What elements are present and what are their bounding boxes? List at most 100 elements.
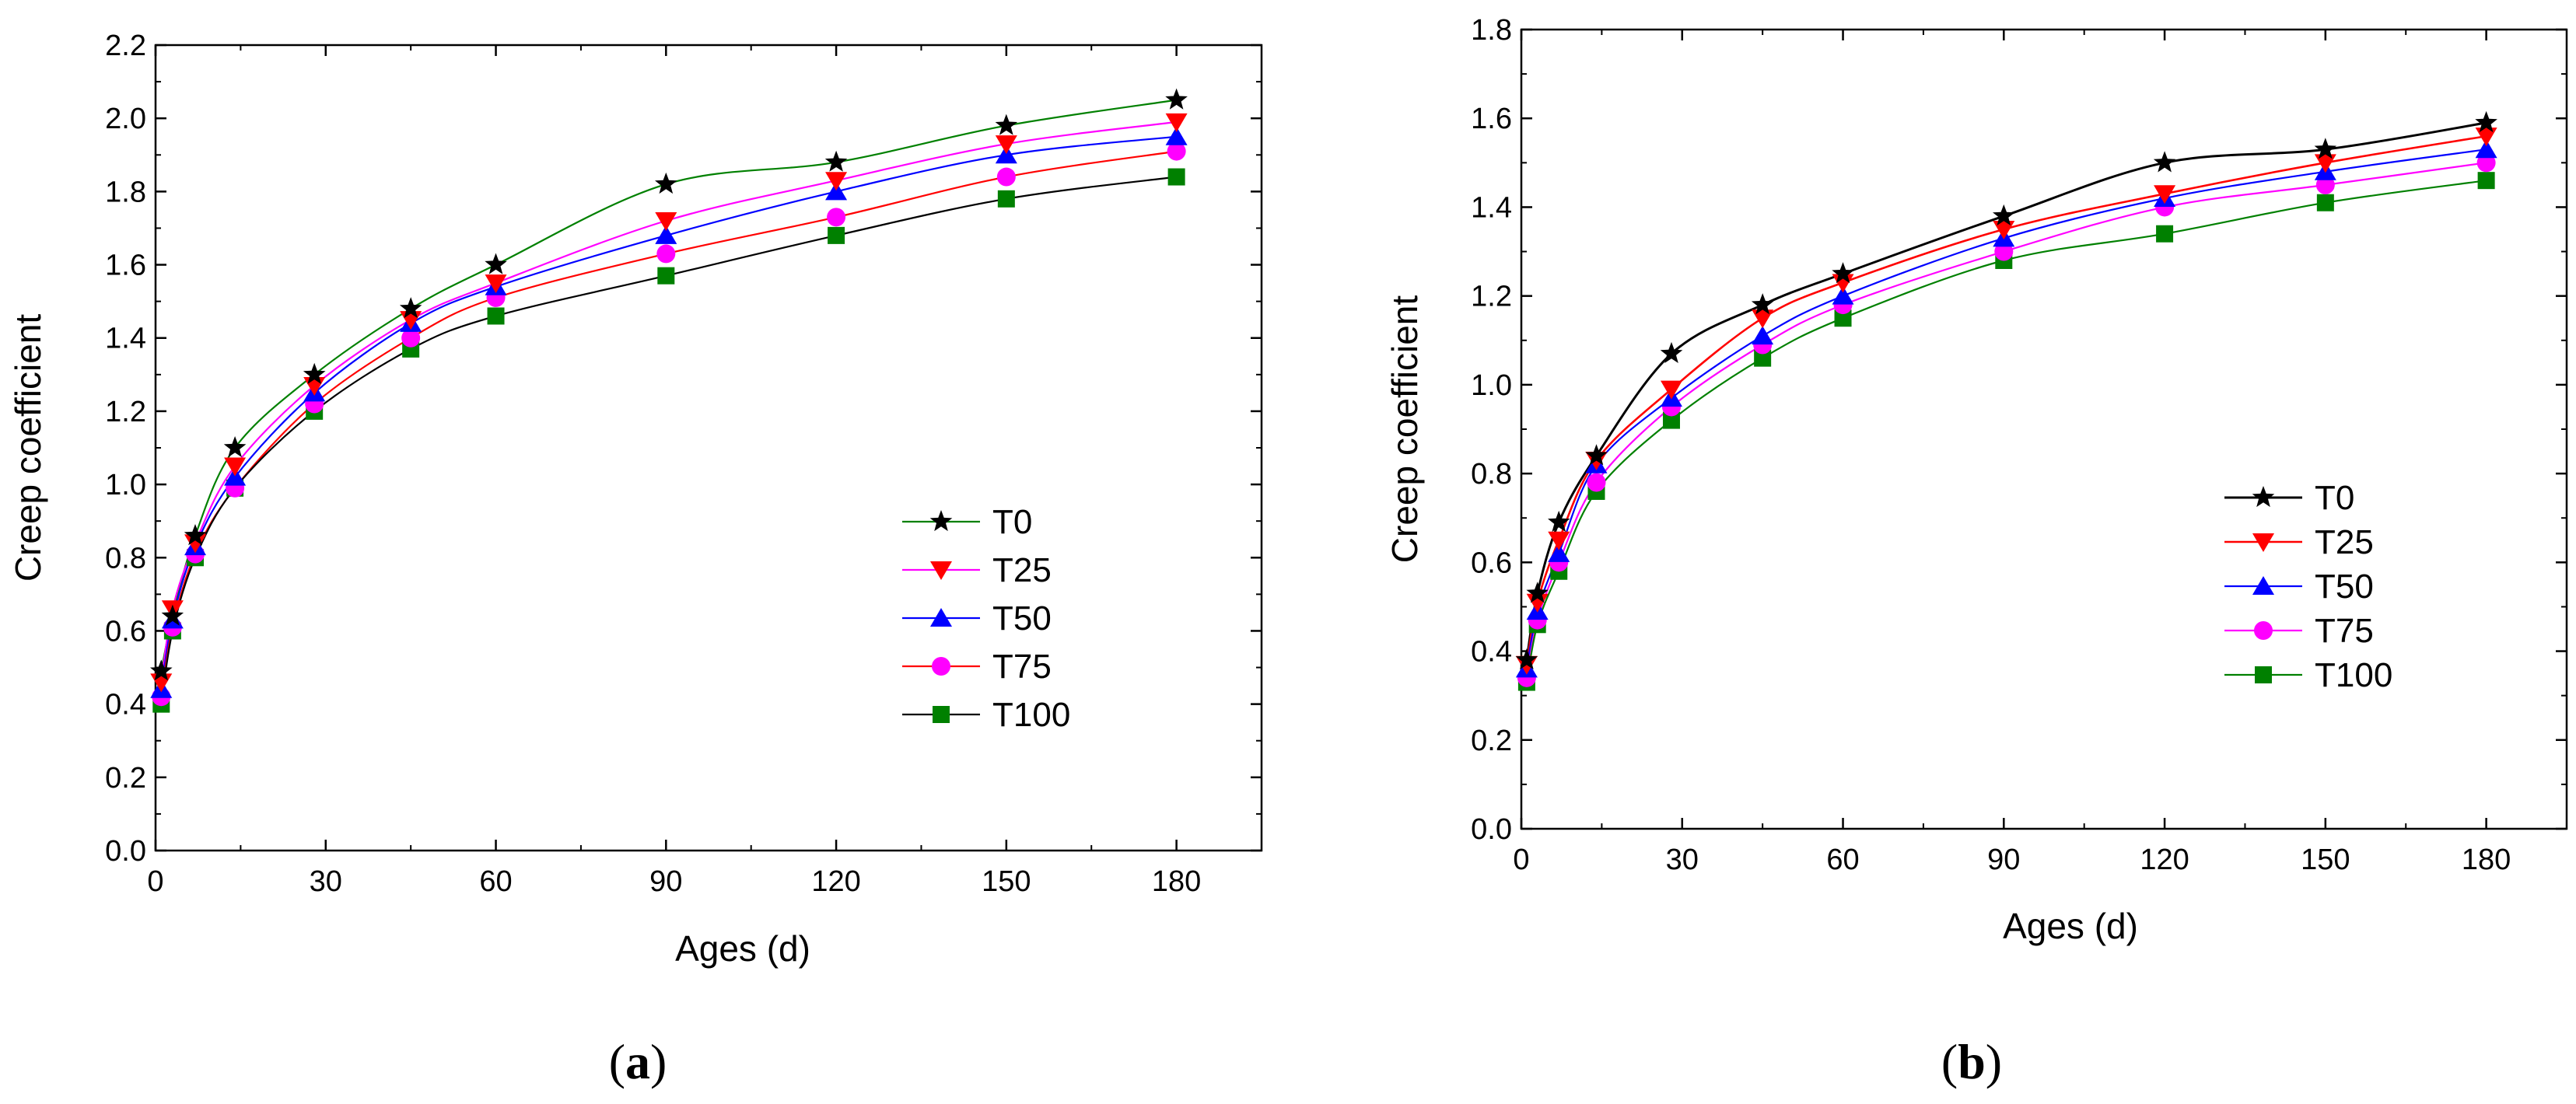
data-point-t50: [825, 181, 848, 201]
data-point-t0: [223, 436, 247, 458]
x-tick-label: 180: [1152, 865, 1201, 898]
y-tick-label: 0.8: [105, 542, 146, 575]
data-point-t0: [1751, 293, 1774, 315]
data-point-t25: [1752, 309, 1774, 329]
data-point-t100: [997, 190, 1015, 208]
y-tick-label: 2.0: [105, 103, 146, 135]
x-axis-title: Ages (d): [675, 928, 810, 969]
y-tick-label: 1.0: [105, 469, 146, 501]
legend-marker: [2252, 533, 2274, 552]
data-point-t50: [1165, 126, 1188, 145]
legend: T0 T25 T50 T75 T100: [2224, 479, 2392, 694]
y-tick-label: 1.2: [105, 396, 146, 428]
y-tick-label: 0.4: [1471, 636, 1512, 669]
caption-letter: b: [1958, 1034, 1986, 1089]
y-tick-label: 1.2: [1471, 281, 1512, 313]
data-point-t25: [1548, 531, 1570, 550]
data-point-t0: [485, 253, 507, 274]
data-point-t25: [995, 135, 1017, 155]
legend-label: T75: [992, 648, 1052, 686]
y-tick-label: 0.0: [105, 835, 146, 868]
series-line-t50: [1525, 148, 2487, 669]
x-tick-label: 60: [1826, 844, 1859, 876]
x-tick-label: 120: [2140, 844, 2189, 876]
y-tick-label: 0.6: [1471, 547, 1512, 579]
data-point-t100: [1662, 411, 1680, 429]
data-point-t50: [1752, 326, 1774, 345]
legend-marker: [929, 510, 953, 532]
data-point-t0: [995, 114, 1018, 135]
data-point-t25: [655, 212, 677, 232]
legend-label: T100: [2315, 656, 2392, 694]
data-point-t100: [1754, 349, 1772, 367]
x-tick-label: 0: [147, 865, 163, 898]
y-tick-label: 1.0: [1471, 369, 1512, 402]
data-point-t0: [2153, 151, 2176, 173]
y-tick-label: 0.0: [1471, 813, 1512, 846]
legend-marker: [2255, 666, 2272, 683]
data-point-t0: [303, 362, 326, 384]
data-point-t25: [2475, 128, 2497, 147]
x-tick-label: 150: [2301, 844, 2350, 876]
y-tick-label: 0.2: [105, 762, 146, 795]
data-point-t0: [1526, 582, 1549, 603]
y-tick-label: 1.6: [105, 250, 146, 282]
legend-label: T50: [2315, 568, 2374, 606]
data-point-t0: [1165, 88, 1188, 110]
data-point-t100: [2156, 225, 2174, 243]
plot-frame: [154, 44, 1263, 852]
data-point-t0: [184, 524, 207, 546]
data-point-t25: [1660, 380, 1682, 400]
data-point-t0: [1993, 204, 2015, 225]
data-point-t0: [2314, 138, 2337, 159]
legend-marker: [2252, 486, 2275, 508]
data-point-t75: [996, 167, 1016, 187]
legend-label: T100: [992, 696, 1070, 734]
data-point-t0: [150, 659, 173, 681]
caption-paren-close: ): [650, 1034, 667, 1089]
data-point-t100: [1834, 309, 1852, 327]
data-point-t0: [1585, 444, 1608, 466]
data-point-t100: [1167, 168, 1185, 186]
data-point-t0: [655, 172, 677, 194]
legend-label: T0: [2315, 479, 2354, 517]
caption-paren-close: ): [1986, 1034, 2002, 1089]
data-point-t100: [2316, 194, 2334, 211]
data-point-t0: [824, 150, 848, 172]
legend-marker: [930, 608, 952, 627]
data-point-t75: [1994, 242, 2014, 261]
data-point-t25: [2154, 185, 2176, 204]
data-point-t50: [655, 225, 677, 244]
data-point-t50: [224, 466, 247, 486]
y-tick-label: 1.8: [105, 176, 146, 208]
y-axis-title: Creep coefficient: [1384, 295, 1425, 564]
legend-marker: [2252, 576, 2274, 595]
data-point-t75: [827, 208, 846, 227]
data-point-t0: [1660, 341, 1683, 363]
y-tick-label: 1.6: [1471, 103, 1512, 135]
data-point-t50: [995, 145, 1017, 164]
caption-letter: a: [625, 1034, 650, 1089]
x-tick-label: 90: [1987, 844, 2020, 876]
data-point-t0: [399, 297, 422, 319]
y-tick-label: 0.2: [1471, 725, 1512, 757]
y-tick-label: 1.4: [1471, 191, 1512, 224]
y-axis-title: Creep coefficient: [8, 314, 48, 582]
y-tick-label: 0.4: [105, 689, 146, 721]
data-point-t100: [2477, 172, 2495, 190]
data-point-t25: [1165, 113, 1188, 132]
x-axis-title: Ages (d): [2003, 906, 2138, 946]
y-tick-label: 1.8: [1471, 14, 1512, 47]
legend-label: T25: [992, 551, 1052, 589]
caption-paren-open: (: [609, 1034, 625, 1089]
data-point-t25: [2314, 154, 2336, 173]
x-tick-label: 90: [649, 865, 682, 898]
caption-paren-open: (: [1941, 1034, 1958, 1089]
data-point-t50: [1832, 285, 1854, 305]
x-tick-label: 180: [2462, 844, 2511, 876]
legend: T0 T25 T50 T75 T100: [902, 503, 1070, 734]
y-tick-label: 0.6: [105, 615, 146, 648]
chart-b: 0.0 0.2 0.4 0.6 0.8 1.0 1.2 1.4 1.6 1.8 0 30 60 90 120…: [1384, 14, 2568, 1089]
y-tick-label: 1.4: [105, 323, 146, 355]
